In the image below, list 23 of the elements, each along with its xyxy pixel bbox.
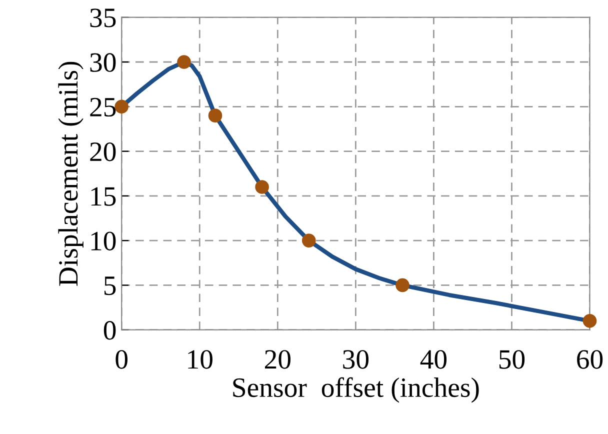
point (208, 108, 222, 122)
y-tick-label: 35 (90, 8, 116, 28)
x-tick-label: 30 (343, 350, 369, 369)
y-tick-label: 15 (91, 187, 116, 206)
y-tick-label: 0 (104, 321, 116, 340)
x-tick-label: 40 (420, 350, 447, 369)
x-axis-title: Sensor offset (inches) (233, 377, 479, 403)
y-tick-label: 10 (91, 232, 116, 250)
point (255, 180, 269, 194)
y-tick-label: 5 (104, 276, 116, 296)
point (582, 314, 597, 328)
y-tick-label: 20 (90, 142, 116, 162)
x-tick-label: 50 (499, 350, 525, 369)
y-tick-label: 30 (90, 53, 116, 72)
point (177, 55, 191, 69)
x-tick-label: 0 (116, 350, 128, 369)
x-tick-label: 60 (577, 350, 603, 369)
x-tick-label: 10 (188, 350, 212, 369)
point (396, 278, 410, 292)
y-tick-label: 25 (90, 98, 116, 117)
x-tick-label: 20 (264, 350, 290, 369)
point (302, 234, 316, 248)
y-axis-title: Displacement (mils) (58, 62, 84, 286)
